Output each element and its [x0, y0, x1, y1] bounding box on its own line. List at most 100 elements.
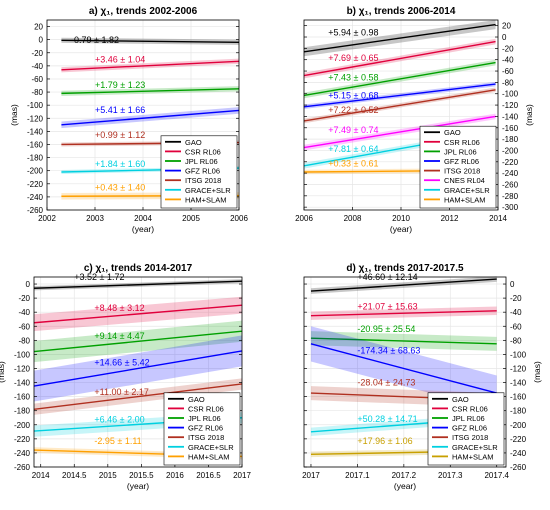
y-tick-label: -40	[31, 62, 43, 71]
y-tick-label: -60	[510, 322, 522, 331]
x-tick-label: 2017	[233, 471, 251, 480]
chart-panel-c: +3.52 ± 1.72+8.48 ± 3.12+9.14 ± 4.47+14.…	[0, 263, 251, 491]
trend-label: +8.48 ± 3.12	[94, 303, 144, 313]
trend-label: +5.94 ± 0.98	[328, 27, 378, 37]
x-tick-label: 2015.5	[129, 471, 154, 480]
x-tick-label: 2014	[32, 471, 50, 480]
y-tick-label: -200	[14, 421, 31, 430]
legend-entry: ITSG 2018	[444, 167, 480, 176]
chart-title: a) χ₁, trends 2002-2006	[89, 6, 198, 17]
trend-label: -28.04 ± 24.73	[357, 377, 415, 387]
trend-line	[61, 39, 240, 43]
y-tick-label: -20	[502, 44, 514, 53]
x-tick-label: 2012	[441, 214, 459, 223]
y-tick-label: -180	[502, 135, 519, 144]
y-tick-label: -60	[31, 75, 43, 84]
trend-line	[303, 61, 496, 97]
x-tick-label: 2002	[38, 214, 56, 223]
trend-line	[310, 337, 497, 345]
legend-entry: JPL RL06	[188, 414, 221, 423]
legend-box	[419, 125, 497, 209]
y-tick-label: -200	[510, 421, 527, 430]
legend-entry: CSR RL06	[452, 404, 488, 413]
legend-entry: ITSG 2018	[188, 433, 224, 442]
chart-title: c) χ₁, trends 2014-2017	[84, 263, 193, 274]
y-tick-label: -140	[27, 127, 44, 136]
legend-entry: GFZ RL06	[185, 167, 220, 176]
trend-label: +50.28 ± 14.71	[357, 414, 417, 424]
plot-frame	[33, 276, 243, 468]
legend-entry: GAO	[452, 395, 469, 404]
y-tick-label: -80	[510, 336, 522, 345]
y-axis-label: (mas)	[524, 104, 534, 126]
y-tick-label: -220	[502, 158, 519, 167]
y-tick-label: -240	[510, 449, 527, 458]
y-tick-label: -80	[502, 78, 514, 87]
x-tick-label: 2017	[302, 471, 320, 480]
x-tick-label: 2014.5	[62, 471, 87, 480]
trend-label: +0.99 ± 1.12	[95, 130, 145, 140]
x-tick-label: 2004	[134, 214, 152, 223]
legend-entry: HAM+SLAM	[444, 195, 485, 204]
trend-label: +9.14 ± 4.47	[94, 331, 144, 341]
trend-label: +5.15 ± 0.68	[328, 90, 378, 100]
legend-box	[160, 135, 238, 209]
trend-label: +17.96 ± 1.06	[357, 436, 412, 446]
y-tick-label: -160	[27, 140, 44, 149]
y-tick-label: -140	[510, 379, 527, 388]
trend-line	[303, 89, 496, 122]
y-tick-label: 0	[502, 33, 507, 42]
trend-line	[61, 109, 240, 126]
x-tick-label: 2017.1	[345, 471, 370, 480]
y-tick-label: -240	[27, 193, 44, 202]
y-tick-label: -220	[27, 180, 44, 189]
y-tick-label: -260	[502, 180, 519, 189]
trend-label: +3.46 ± 1.04	[95, 55, 145, 65]
y-tick-label: -100	[14, 350, 31, 359]
y-tick-label: -40	[510, 308, 522, 317]
legend-entry: GRACE+SLR	[444, 186, 490, 195]
legend-entry: CNES RL04	[444, 176, 485, 185]
legend-entry: CSR RL06	[185, 147, 221, 156]
x-tick-label: 2010	[392, 214, 410, 223]
legend-entry: GFZ RL06	[444, 157, 479, 166]
y-tick-label: -60	[502, 67, 514, 76]
y-axis-label: (mas)	[532, 361, 542, 383]
y-tick-label: 0	[26, 280, 31, 289]
chart-panel-a: -0.79 ± 1.82 +3.46 ± 1.04 +1.79 ± 1.23 +5.4…	[9, 6, 248, 234]
x-axis-label: (year)	[394, 481, 416, 491]
trend-line	[33, 304, 243, 324]
trend-label: +1.79 ± 1.23	[95, 80, 145, 90]
trend-label: +1.84 ± 1.60	[95, 159, 145, 169]
legend-entry: HAM+SLAM	[188, 452, 229, 461]
trend-label: +0.33 ± 0.61	[328, 158, 378, 168]
legend-entry: GFZ RL06	[188, 424, 223, 433]
legend-entry: GRACE+SLR	[452, 443, 498, 452]
legend-entry: JPL RL06	[185, 157, 218, 166]
legend-entry: GRACE+SLR	[188, 443, 234, 452]
trend-line	[310, 278, 497, 292]
trend-label: +14.66 ± 5.42	[94, 358, 149, 368]
legend-entry: JPL RL06	[452, 414, 485, 423]
legend-entry: ITSG 2018	[185, 176, 221, 185]
legend-entry: CSR RL06	[188, 404, 224, 413]
trend-label: +6.46 ± 2.00	[94, 415, 144, 425]
y-tick-label: -120	[510, 364, 527, 373]
trend-line	[33, 280, 243, 289]
y-axis-label: (mas)	[0, 361, 6, 383]
x-axis-label: (year)	[390, 224, 412, 234]
y-tick-label: -20	[31, 49, 43, 58]
y-tick-label: -160	[14, 393, 31, 402]
x-tick-label: 2014	[489, 214, 507, 223]
legend-entry: HAM+SLAM	[185, 195, 226, 204]
y-tick-label: -100	[27, 101, 44, 110]
trend-label: +7.81 ± 0.64	[328, 144, 378, 154]
y-tick-label: -240	[502, 169, 519, 178]
legend-entry: GAO	[444, 128, 461, 137]
y-tick-label: -20	[18, 294, 30, 303]
y-tick-label: -140	[14, 379, 31, 388]
trend-label: -174.34 ± 68.63	[357, 346, 420, 356]
